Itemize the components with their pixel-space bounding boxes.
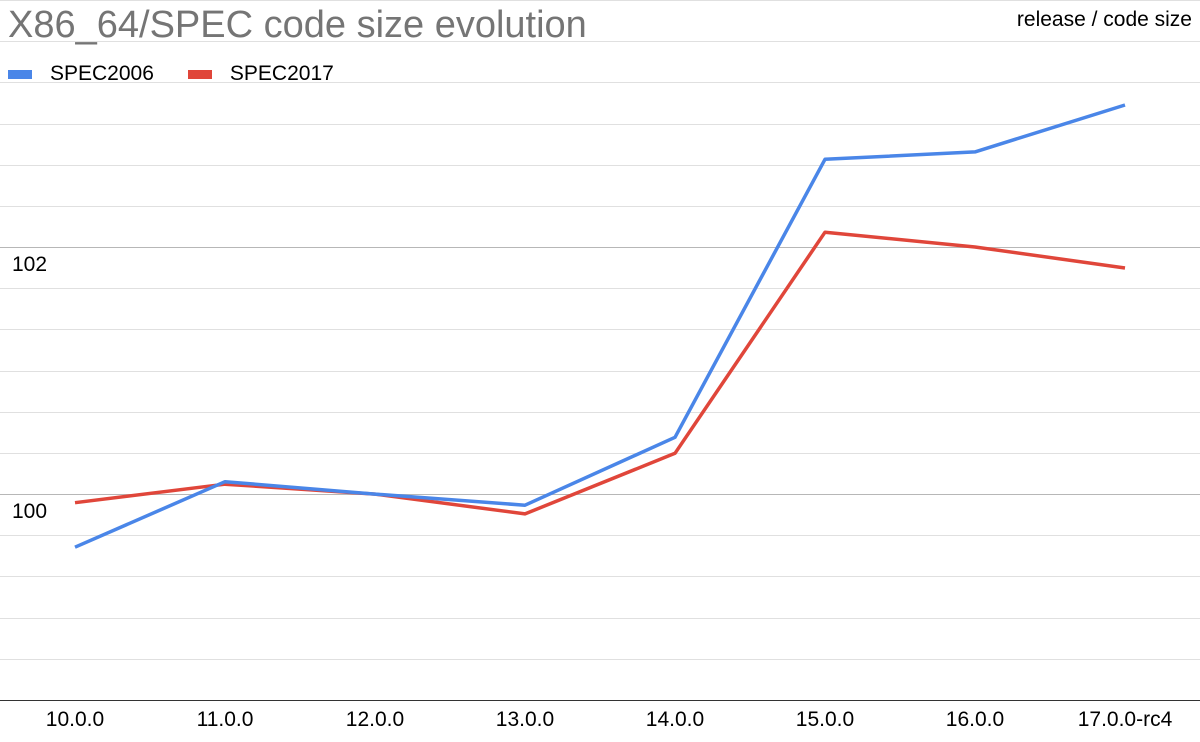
x-tick-label: 15.0.0 <box>796 708 854 731</box>
chart-subtitle: release / code size <box>1016 8 1192 31</box>
legend-item-spec2017[interactable]: SPEC2017 <box>187 62 334 86</box>
chart-title: X86_64/SPEC code size evolution <box>8 4 587 46</box>
series-line-spec2017 <box>74 230 1126 516</box>
x-tick-label: 12.0.0 <box>346 708 404 731</box>
legend: SPEC2006 SPEC2017 <box>8 62 334 86</box>
legend-swatch <box>187 69 212 79</box>
x-tick-label: 14.0.0 <box>646 708 704 731</box>
x-tick-label: 11.0.0 <box>197 708 254 731</box>
legend-label: SPEC2006 <box>50 62 154 85</box>
legend-item-spec2006[interactable]: SPEC2006 <box>8 62 154 86</box>
y-tick-label: 100 <box>12 500 47 523</box>
x-tick-label: 10.0.0 <box>46 708 104 731</box>
series-line-spec2006 <box>74 103 1126 549</box>
legend-swatch <box>8 69 32 79</box>
y-tick-label: 102 <box>12 253 47 276</box>
x-tick-label: 13.0.0 <box>496 708 554 731</box>
x-tick-label: 16.0.0 <box>946 708 1004 731</box>
x-tick-label: 17.0.0-rc4 <box>1078 708 1173 731</box>
legend-label: SPEC2017 <box>229 62 334 85</box>
